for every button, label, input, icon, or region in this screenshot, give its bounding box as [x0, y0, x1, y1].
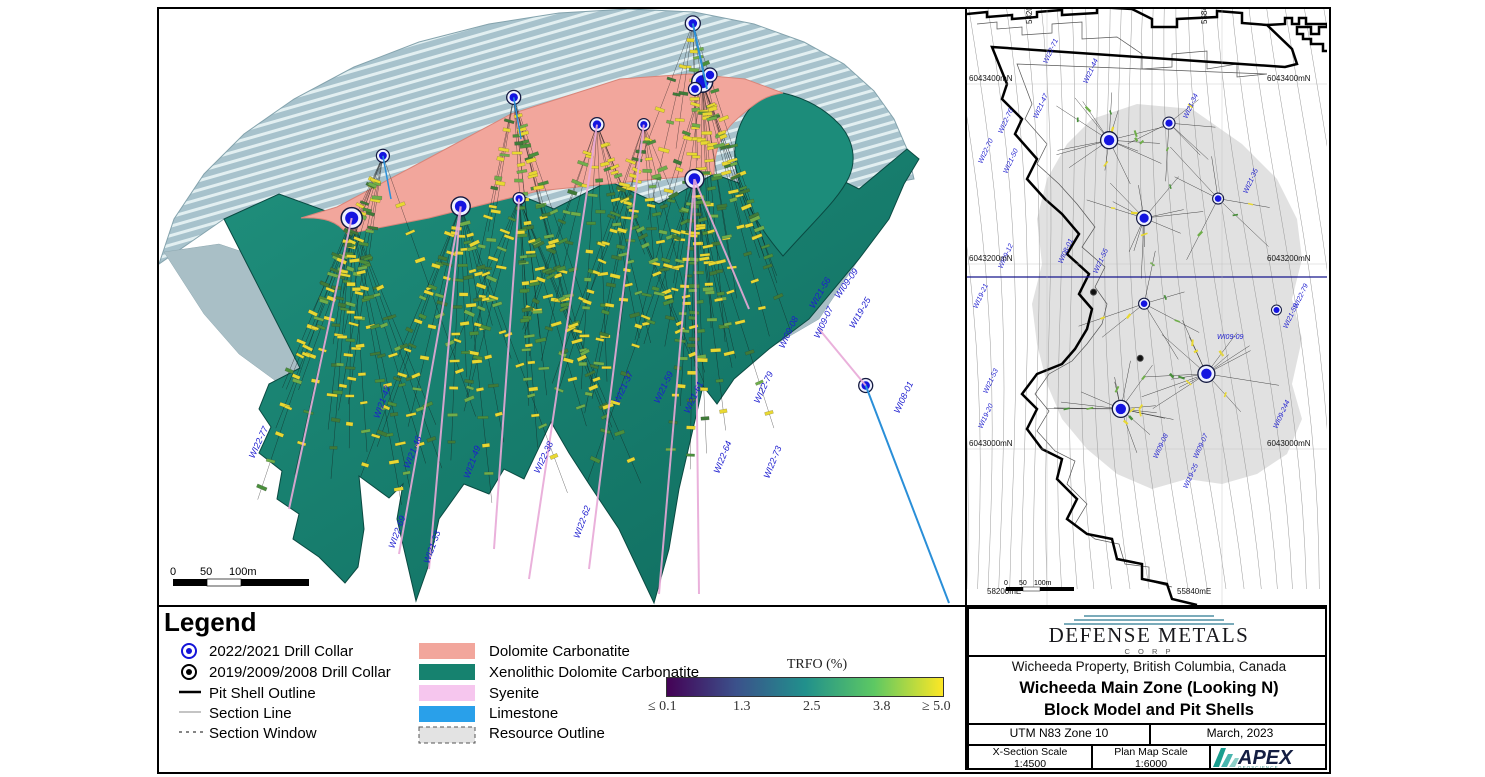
- svg-text:WI21-44: WI21-44: [1082, 58, 1100, 85]
- svg-text:WI22-76: WI22-76: [997, 108, 1015, 135]
- svg-text:58200mE: 58200mE: [1025, 9, 1034, 24]
- svg-text:WI19-25: WI19-25: [847, 295, 873, 330]
- svg-text:6043000mN: 6043000mN: [1267, 439, 1311, 448]
- svg-text:WI21-47: WI21-47: [1032, 92, 1050, 120]
- svg-text:WI09-09: WI09-09: [1217, 334, 1244, 341]
- svg-text:6043000mN: 6043000mN: [969, 439, 1013, 448]
- svg-text:WI08-01: WI08-01: [892, 380, 915, 415]
- svg-text:55840mE: 55840mE: [1177, 587, 1211, 596]
- svg-text:6043200mN: 6043200mN: [1267, 254, 1311, 263]
- svg-text:GEOSCIENCE: GEOSCIENCE: [1238, 765, 1279, 770]
- svg-text:WI22-62: WI22-62: [571, 504, 592, 539]
- svg-text:100m: 100m: [1034, 580, 1052, 587]
- svg-text:50: 50: [1019, 580, 1027, 587]
- svg-text:6043400mN: 6043400mN: [1267, 74, 1311, 83]
- svg-text:0: 0: [170, 566, 176, 578]
- svg-text:55840mE: 55840mE: [1200, 9, 1209, 24]
- svg-text:0: 0: [1004, 580, 1008, 587]
- svg-text:100m: 100m: [229, 566, 257, 578]
- svg-text:WI22-64: WI22-64: [712, 439, 734, 474]
- svg-text:50: 50: [200, 566, 212, 578]
- svg-text:6043400mN: 6043400mN: [969, 74, 1013, 83]
- svg-text:6043200mN: 6043200mN: [969, 254, 1013, 263]
- svg-text:WI21-50: WI21-50: [1002, 148, 1020, 175]
- svg-text:WI22-79: WI22-79: [752, 370, 775, 405]
- svg-text:WI21-53: WI21-53: [982, 368, 1000, 395]
- svg-text:WI22-73: WI22-73: [762, 444, 784, 479]
- svg-text:WI22-70: WI22-70: [977, 138, 995, 165]
